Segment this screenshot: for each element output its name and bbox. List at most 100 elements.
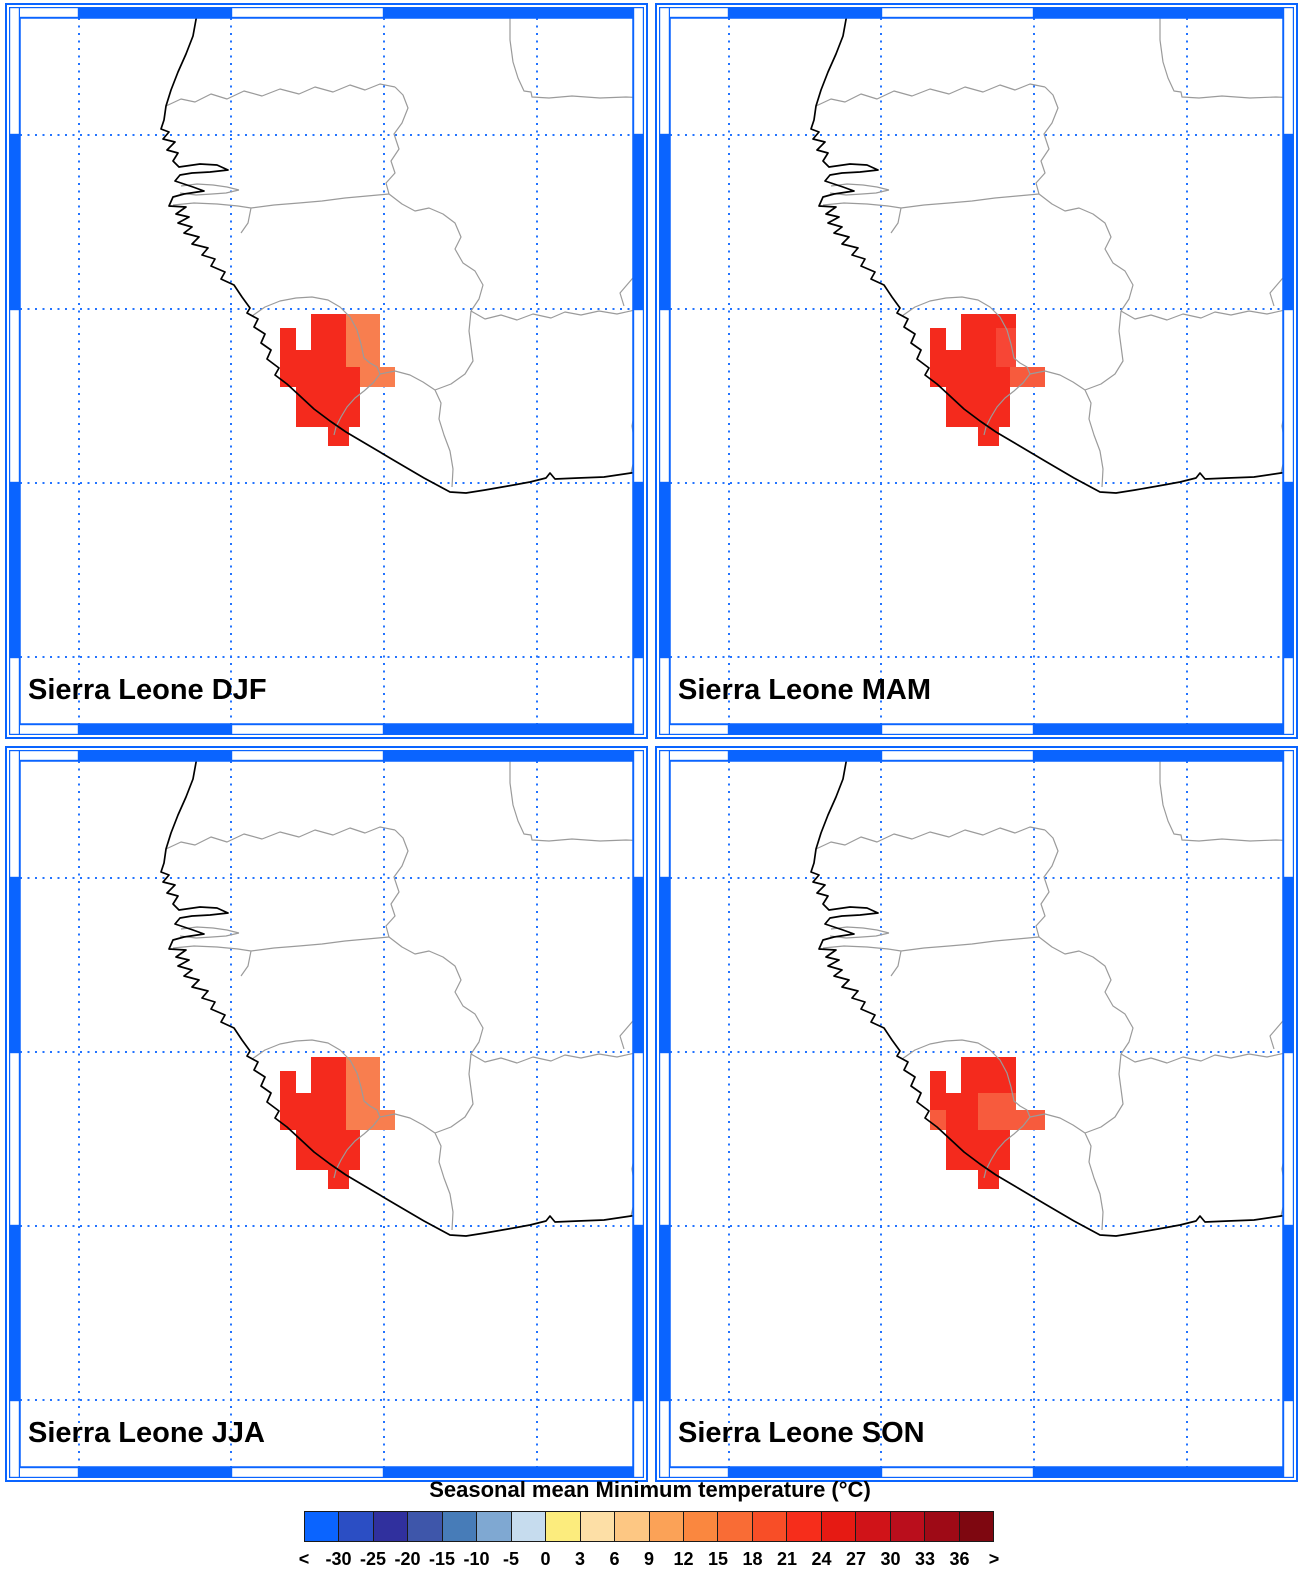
frame-band-solid — [9, 1226, 20, 1400]
colorbar-tick-label: 6 — [609, 1549, 620, 1569]
frame-band-solid — [79, 750, 231, 761]
frame-band-hollow — [231, 1466, 385, 1478]
frame-band-hollow — [8, 1052, 21, 1227]
frame-band-solid — [9, 878, 20, 1052]
country-border — [822, 193, 1040, 234]
colorbar-cell-19 — [959, 1512, 994, 1541]
frame-band-solid — [1283, 135, 1294, 309]
temperature-cell — [311, 1057, 346, 1093]
temperature-cell — [996, 328, 1016, 367]
frame-outer — [655, 3, 1298, 739]
temperature-cell — [328, 1170, 349, 1189]
country-border — [172, 193, 390, 234]
colorbar-cell-15 — [821, 1512, 857, 1541]
country-border — [1084, 1132, 1104, 1231]
country-border — [1084, 389, 1104, 488]
colorbar-cell-16 — [856, 1512, 891, 1541]
frame-band-hollow — [881, 6, 1035, 19]
map-svg-mam — [654, 2, 1299, 740]
colorbar — [304, 1511, 994, 1542]
country-border — [1035, 829, 1059, 938]
coastline — [160, 761, 633, 1237]
frame-band-hollow — [658, 1052, 671, 1227]
frame-band-hollow — [231, 723, 385, 735]
country-border — [379, 1113, 436, 1134]
colorbar-cell-7 — [546, 1512, 581, 1541]
temperature-cell — [280, 1093, 346, 1130]
temperature-cell — [930, 1071, 946, 1093]
frame-band-hollow — [1282, 656, 1294, 735]
temperature-cell — [346, 1057, 380, 1110]
temperature-cell — [346, 367, 360, 387]
country-border — [509, 761, 633, 842]
colorbar-tick-label: 0 — [540, 1549, 551, 1569]
country-border — [379, 370, 436, 391]
temperature-cell — [296, 387, 360, 427]
temperature-cell — [346, 1110, 360, 1130]
frame-band-solid — [633, 135, 644, 309]
temperature-cell — [961, 314, 1016, 328]
country-border — [1084, 1053, 1124, 1134]
temperature-cell — [996, 367, 1010, 387]
map-panel-mam: Sierra Leone MAM — [654, 2, 1299, 740]
frame-band-hollow — [8, 749, 21, 879]
country-border — [388, 193, 484, 312]
frame-band-solid — [9, 483, 20, 657]
colorbar-cell-9 — [615, 1512, 650, 1541]
frame-band-hollow — [658, 1399, 671, 1478]
frame-band-solid — [79, 1467, 231, 1478]
colorbar-tick-label: 36 — [949, 1549, 970, 1569]
colorbar-tick-label: 9 — [643, 1549, 655, 1569]
frame-band-hollow — [881, 749, 1035, 762]
country-border — [509, 18, 633, 99]
frame-band-solid — [1283, 483, 1294, 657]
country-border — [385, 829, 409, 938]
temperature-cell — [346, 314, 380, 367]
country-border — [470, 1020, 633, 1064]
frame-band-hollow — [231, 6, 385, 19]
frame-band-hollow — [1282, 6, 1294, 136]
colorbar-cell-1 — [339, 1512, 374, 1541]
colorbar-cell-13 — [752, 1512, 788, 1541]
frame-band-solid — [659, 1226, 670, 1400]
temperature-cell — [946, 387, 1010, 427]
colorbar-cell-11 — [683, 1512, 719, 1541]
colorbar-tick-label: 33 — [914, 1549, 936, 1569]
country-border — [829, 183, 890, 196]
temperature-cell — [961, 328, 996, 350]
panel-title-mam: Sierra Leone MAM — [678, 674, 931, 706]
temperature-cell — [978, 427, 999, 446]
country-border — [434, 1053, 474, 1134]
coastline — [810, 18, 1283, 494]
colorbar-tick-label: -15 — [428, 1549, 456, 1569]
colorbar-tick-label: 30 — [880, 1549, 901, 1569]
frame-band-hollow — [658, 749, 671, 879]
country-border — [434, 389, 454, 488]
frame-band-hollow — [632, 1399, 644, 1478]
colorbar-cell-18 — [925, 1512, 960, 1541]
colorbar-tick-label: -20 — [394, 1549, 421, 1569]
frame-band-hollow — [632, 656, 644, 735]
colorbar-tick-label: 18 — [742, 1549, 763, 1569]
country-border — [172, 936, 390, 977]
country-border — [434, 1132, 454, 1231]
country-border — [388, 936, 484, 1055]
country-border — [829, 926, 890, 939]
frame-band-solid — [633, 483, 644, 657]
frame-band-hollow — [8, 6, 21, 136]
frame-band-solid — [9, 135, 20, 309]
colorbar-tick-label: > — [988, 1549, 1000, 1569]
frame-band-hollow — [881, 723, 1035, 735]
colorbar-tick-label: < — [298, 1549, 310, 1569]
colorbar-cell-3 — [408, 1512, 443, 1541]
country-border — [470, 277, 633, 321]
frame-outer — [5, 746, 648, 1482]
country-border — [179, 183, 240, 196]
country-border — [251, 296, 381, 375]
frame-band-solid — [633, 878, 644, 1052]
frame-band-solid — [659, 483, 670, 657]
colorbar-tick-label: 3 — [574, 1549, 586, 1569]
frame-band-solid — [1283, 878, 1294, 1052]
frame-outer — [5, 3, 648, 739]
country-border — [1029, 1113, 1086, 1134]
